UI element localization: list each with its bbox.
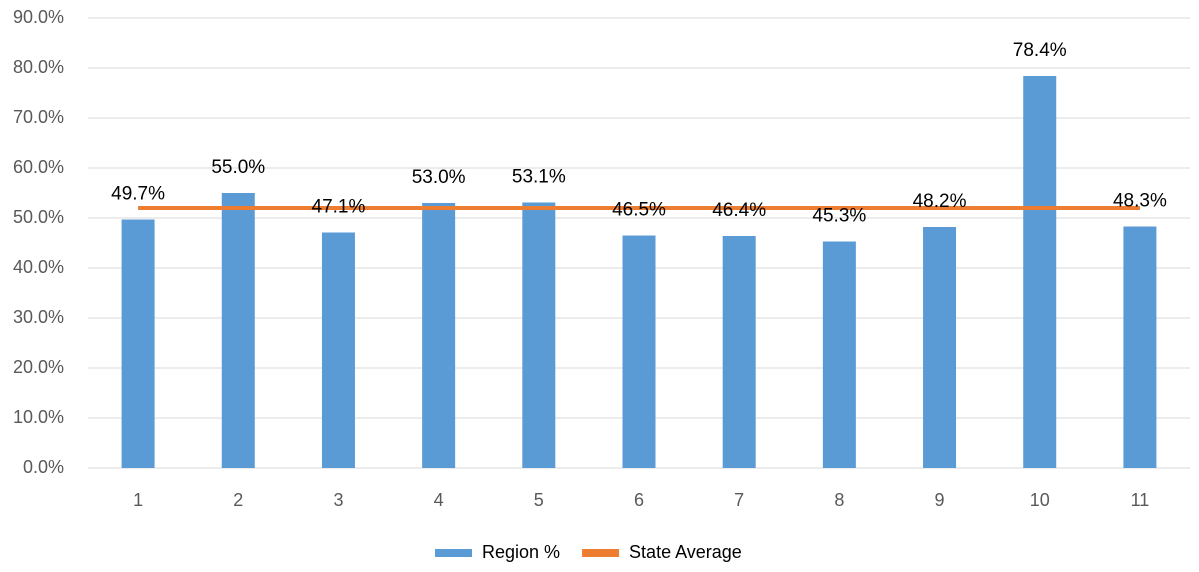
bar — [522, 202, 556, 468]
bar — [923, 227, 957, 468]
y-tick-label: 50.0% — [13, 207, 64, 227]
x-tick-label: 7 — [734, 490, 744, 510]
data-label: 78.4% — [1013, 40, 1067, 61]
x-tick-label: 1 — [133, 490, 143, 510]
bar — [622, 235, 656, 468]
bar — [822, 241, 856, 468]
x-tick-label: 6 — [634, 490, 644, 510]
data-label: 45.3% — [812, 206, 866, 227]
data-label: 53.0% — [412, 167, 466, 188]
legend-swatch — [435, 549, 472, 557]
x-tick-label: 3 — [333, 490, 343, 510]
y-tick-label: 80.0% — [13, 57, 64, 77]
y-tick-label: 90.0% — [13, 7, 64, 27]
y-tick-label: 10.0% — [13, 407, 64, 427]
y-tick-label: 0.0% — [23, 457, 64, 477]
x-tick-label: 5 — [534, 490, 544, 510]
y-tick-label: 30.0% — [13, 307, 64, 327]
x-tick-label: 4 — [434, 490, 444, 510]
bar — [722, 236, 756, 468]
legend-label: Region % — [482, 542, 560, 562]
bar — [1123, 226, 1157, 468]
x-tick-label: 10 — [1030, 490, 1050, 510]
y-tick-label: 70.0% — [13, 107, 64, 127]
legend-swatch — [582, 549, 620, 557]
y-tick-label: 60.0% — [13, 157, 64, 177]
x-tick-label: 2 — [233, 490, 243, 510]
data-label: 48.3% — [1113, 191, 1167, 212]
bar — [321, 232, 355, 468]
x-tick-label: 9 — [935, 490, 945, 510]
legend-label: State Average — [629, 542, 742, 562]
x-tick-label: 8 — [834, 490, 844, 510]
y-tick-label: 40.0% — [13, 257, 64, 277]
bar — [1023, 76, 1057, 468]
y-tick-label: 20.0% — [13, 357, 64, 377]
data-label: 46.5% — [612, 200, 666, 221]
data-label: 47.1% — [312, 197, 366, 218]
x-tick-label: 11 — [1131, 490, 1150, 510]
bar — [422, 203, 456, 468]
data-label: 49.7% — [111, 184, 165, 205]
bar — [221, 193, 255, 468]
data-label: 46.4% — [712, 200, 766, 221]
data-label: 53.1% — [512, 167, 566, 188]
data-label: 48.2% — [913, 191, 967, 212]
data-label: 55.0% — [211, 157, 265, 178]
bar — [121, 219, 155, 468]
